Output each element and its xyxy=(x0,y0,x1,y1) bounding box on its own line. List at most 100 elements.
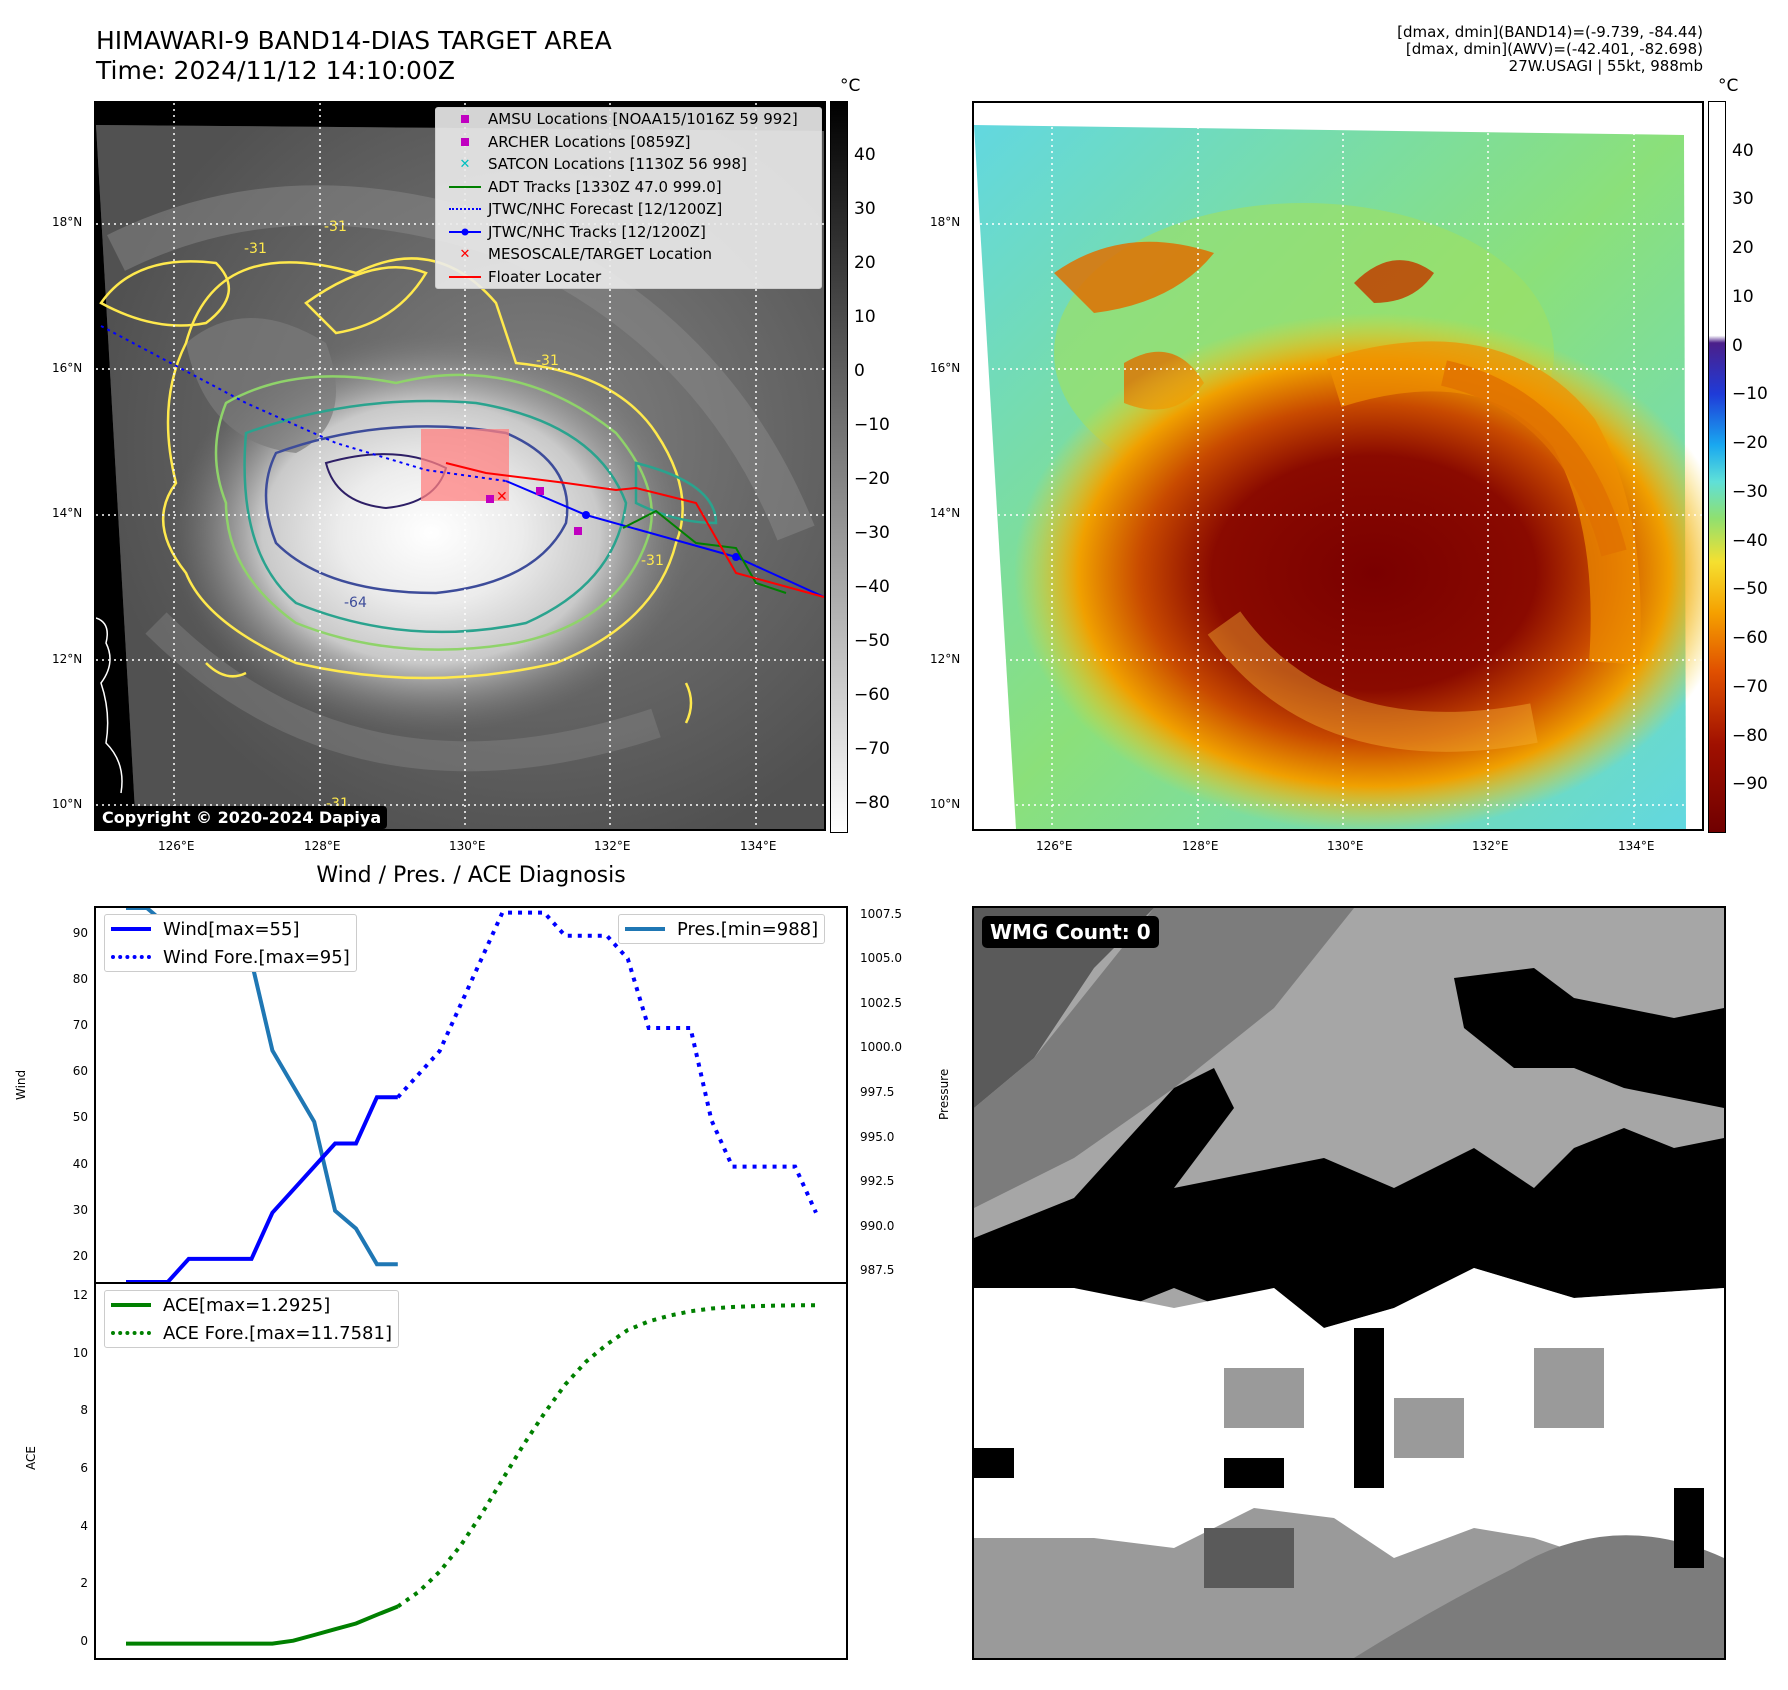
ir-lat-label: 14°N xyxy=(52,506,83,520)
awv-colorbar-tick: 30 xyxy=(1732,189,1754,209)
wind-series xyxy=(126,1095,398,1282)
ir-lon-label: 126°E xyxy=(158,839,195,853)
ace-tick: 8 xyxy=(80,1403,88,1418)
legend-item-pressure: Pres.[min=988] xyxy=(619,915,824,943)
adt-track xyxy=(622,509,787,594)
ace-tick: 4 xyxy=(80,1518,88,1533)
awv-storm-core xyxy=(1014,313,1702,829)
amsu-marker xyxy=(486,495,494,503)
ace-tick: 12 xyxy=(72,1288,88,1303)
ir-colorbar xyxy=(830,101,848,833)
awv-colorbar-tick: −90 xyxy=(1732,774,1768,794)
ace-series xyxy=(126,1604,399,1646)
coastline xyxy=(96,617,123,794)
legend-item-adt: ADT Tracks [1330Z 47.0 999.0] xyxy=(436,176,821,199)
pressure-axis-label: Pressure xyxy=(937,1068,951,1120)
ir-colorbar-unit: °C xyxy=(840,76,861,96)
ace-tick: 2 xyxy=(80,1576,88,1591)
wind-tick: 30 xyxy=(72,1202,88,1217)
diagnosis-title: Wind / Pres. / ACE Diagnosis xyxy=(316,863,626,888)
awv-colorbar-tick: −40 xyxy=(1732,531,1768,551)
ir-lon-label: 132°E xyxy=(594,839,631,853)
awv-colorbar-tick: 10 xyxy=(1732,287,1754,307)
legend-item-floater: Floater Locater xyxy=(436,266,821,289)
ir-lat-label: 18°N xyxy=(52,215,83,229)
awv-colorbar-tick: 0 xyxy=(1732,336,1743,356)
wind-tick: 50 xyxy=(72,1110,88,1125)
awv-colorbar xyxy=(1708,101,1726,833)
awv-gridlines xyxy=(974,103,1702,829)
contour-label: -31 xyxy=(324,219,347,235)
wind-tick: 60 xyxy=(72,1064,88,1079)
copyright-label: Copyright © 2020-2024 Dapiya xyxy=(96,806,388,829)
awv-colorbar-tick: −10 xyxy=(1732,384,1768,404)
wind-tick: 80 xyxy=(72,971,88,986)
legend-item-ace: ACE[max=1.2925] xyxy=(105,1291,398,1319)
awv-lon-label: 128°E xyxy=(1182,839,1219,853)
pressure-tick: 992.5 xyxy=(860,1174,895,1189)
awv-lat-label: 10°N xyxy=(930,797,961,811)
wmg-black-band xyxy=(974,1068,1724,1328)
ace-tick: 0 xyxy=(80,1633,88,1648)
awv-colorbar-tick: −70 xyxy=(1732,677,1768,697)
map-title: HIMAWARI-9 BAND14-DIAS TARGET AREA Time:… xyxy=(96,26,612,85)
ir-colorbar-tick: −70 xyxy=(854,739,890,759)
ace-plot xyxy=(126,1303,816,1646)
wind-tick: 70 xyxy=(72,1018,88,1033)
ir-colorbar-tick: −80 xyxy=(854,793,890,813)
awv-colorbar-tick: −80 xyxy=(1732,726,1768,746)
awv-lon-label: 130°E xyxy=(1327,839,1364,853)
awv-colorbar-tick: −60 xyxy=(1732,628,1768,648)
contour-teal xyxy=(243,399,628,634)
contour-green xyxy=(214,373,653,651)
ir-colorbar-tick: −50 xyxy=(854,631,890,651)
legend-item-jtwc-tracks: JTWC/NHC Tracks [12/1200Z] xyxy=(436,221,821,244)
contour-label: -31 xyxy=(536,353,559,369)
wmg-dark-region xyxy=(974,908,1154,1108)
pressure-tick: 987.5 xyxy=(860,1263,895,1278)
ace-chart xyxy=(94,1282,848,1660)
floater-track xyxy=(445,462,824,598)
ace-tick: 6 xyxy=(80,1461,88,1475)
legend-item-wind: Wind[max=55] xyxy=(105,915,356,943)
ace-axis-label: ACE xyxy=(24,1446,38,1470)
awv-lon-label: 132°E xyxy=(1472,839,1509,853)
legend-item-satcon: ✕ SATCON Locations [1130Z 56 998] xyxy=(459,155,747,174)
wind-axis-label: Wind xyxy=(14,1069,28,1100)
contour-label: -64 xyxy=(344,595,367,611)
awv-colorbar-tick: 20 xyxy=(1732,238,1754,258)
ir-colorbar-tick: −20 xyxy=(854,469,890,489)
wmg-panel xyxy=(972,906,1726,1660)
legend-item-amsu: AMSU Locations [NOAA15/1016Z 59 992] xyxy=(436,108,821,131)
awv-colorbar-tick: 40 xyxy=(1732,141,1754,161)
ace-legend: ACE[max=1.2925] ACE Fore.[max=11.7581] xyxy=(104,1290,399,1348)
pressure-tick: 995.0 xyxy=(860,1129,895,1144)
wind-tick: 20 xyxy=(72,1248,88,1263)
best-track xyxy=(505,480,824,598)
ir-map-image: -31 -31 -31 -31 -31 -64 xyxy=(96,103,824,829)
ace-forecast-series xyxy=(396,1303,816,1609)
ir-colorbar-tick: 0 xyxy=(854,361,865,381)
wind-legend: Wind[max=55] Wind Fore.[max=95] xyxy=(104,914,357,972)
legend-item-wind-forecast: Wind Fore.[max=95] xyxy=(105,943,356,971)
wind-tick: 40 xyxy=(72,1156,88,1171)
awv-map-panel xyxy=(972,101,1704,831)
awv-colorbar-tick: −20 xyxy=(1732,433,1768,453)
ir-map-legend: AMSU Locations [NOAA15/1016Z 59 992] ARC… xyxy=(435,107,822,289)
awv-colorbar-tick: −30 xyxy=(1732,482,1768,502)
wmg-count-label: WMG Count: 0 xyxy=(982,916,1159,948)
contour-label: -31 xyxy=(641,553,664,569)
ir-colorbar-tick: 10 xyxy=(854,307,876,327)
awv-lat-label: 16°N xyxy=(930,361,961,375)
legend-item-target: ✕ MESOSCALE/TARGET Location xyxy=(459,245,713,264)
ir-colorbar-tick: −40 xyxy=(854,577,890,597)
awv-lat-label: 14°N xyxy=(930,506,961,520)
awv-lon-label: 134°E xyxy=(1618,839,1655,853)
awv-lat-label: 18°N xyxy=(930,215,961,229)
storm-info: [dmax, dmin](BAND14)=(-9.739, -84.44) [d… xyxy=(1397,23,1703,75)
target-marker: ✕ xyxy=(496,489,508,505)
contour-yellow xyxy=(161,257,684,680)
pressure-tick: 1005.0 xyxy=(860,951,902,966)
awv-lon-label: 126°E xyxy=(1036,839,1073,853)
ir-lat-label: 10°N xyxy=(52,797,83,811)
